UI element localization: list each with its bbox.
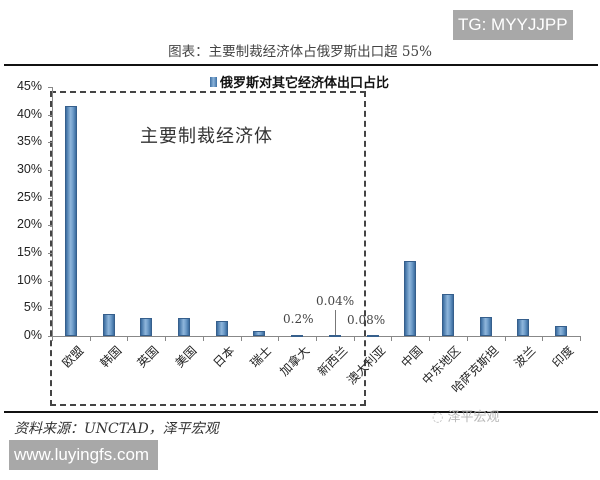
x-tick-mark <box>316 336 317 341</box>
legend-swatch-icon <box>210 76 217 87</box>
y-tick-mark <box>48 197 52 199</box>
bar <box>404 261 417 336</box>
bar <box>102 313 115 336</box>
x-tick-mark <box>89 336 91 341</box>
x-tick-mark <box>127 336 129 341</box>
bottom-rule <box>4 411 598 413</box>
y-tick-label: 45% <box>16 79 42 93</box>
x-tick-mark <box>504 336 506 341</box>
y-tick-mark <box>48 114 52 116</box>
y-tick-label: 20% <box>16 217 42 232</box>
source-note: 资料来源：UNCTAD，泽平宏观 <box>14 421 219 437</box>
bar <box>253 331 266 336</box>
y-tick-mark <box>48 336 52 337</box>
bar <box>291 334 304 337</box>
sanction-economies-box <box>50 91 366 406</box>
x-tick-mark <box>278 336 280 341</box>
bar <box>555 326 568 336</box>
x-tick-mark <box>52 336 53 341</box>
y-tick-label: 40% <box>16 106 42 121</box>
y-tick-label: 35% <box>16 134 42 149</box>
bar <box>215 321 228 336</box>
y-tick-label: 5% <box>23 300 42 315</box>
title-rule <box>4 64 598 66</box>
x-tick-mark <box>391 336 393 341</box>
y-tick-mark <box>48 225 52 227</box>
y-tick-label: 10% <box>16 272 42 287</box>
watermark-bottom: www.luyingfs.com <box>9 440 158 470</box>
box-annotation: 主要制裁经济体 <box>140 126 273 147</box>
y-tick-label: 25% <box>16 189 42 204</box>
wechat-icon: ◌ <box>432 410 448 425</box>
bar <box>178 318 190 336</box>
y-tick-mark <box>48 170 52 171</box>
data-label-canada: 0.2% <box>283 312 314 326</box>
legend: 俄罗斯对其它经济体出口占比 <box>210 72 389 91</box>
y-tick-mark <box>48 280 52 282</box>
y-tick-mark <box>48 253 52 254</box>
x-tick-mark <box>202 336 204 341</box>
bar <box>328 335 341 337</box>
leader-line <box>335 310 336 336</box>
watermark-wechat: ◌ 泽平宏观 <box>432 410 500 425</box>
x-tick-mark <box>353 336 355 341</box>
x-tick-mark <box>165 336 167 341</box>
y-tick-label: 30% <box>16 162 42 176</box>
x-tick-mark <box>240 336 242 341</box>
x-tick-mark <box>466 336 468 341</box>
watermark-top: TG: MYYJJPP <box>453 10 573 40</box>
y-tick-mark <box>48 308 52 310</box>
bar <box>366 335 379 337</box>
y-axis <box>52 87 53 337</box>
y-tick-mark <box>48 87 52 88</box>
data-label-newzealand: 0.04% <box>316 294 355 308</box>
y-tick-label: 0% <box>23 328 42 342</box>
bar <box>442 293 454 336</box>
x-tick-mark <box>429 336 431 341</box>
bar <box>140 318 153 336</box>
legend-label: 俄罗斯对其它经济体出口占比 <box>220 76 390 91</box>
x-tick-mark <box>580 336 581 341</box>
chart-title: 图表：主要制裁经济体占俄罗斯出口超 55% <box>168 44 432 60</box>
bar <box>517 318 530 336</box>
y-tick-label: 15% <box>16 245 42 259</box>
bar <box>64 105 77 336</box>
bar <box>479 317 492 336</box>
data-label-australia: 0.08% <box>347 313 386 327</box>
x-tick-mark <box>542 336 544 341</box>
y-tick-mark <box>48 142 52 144</box>
